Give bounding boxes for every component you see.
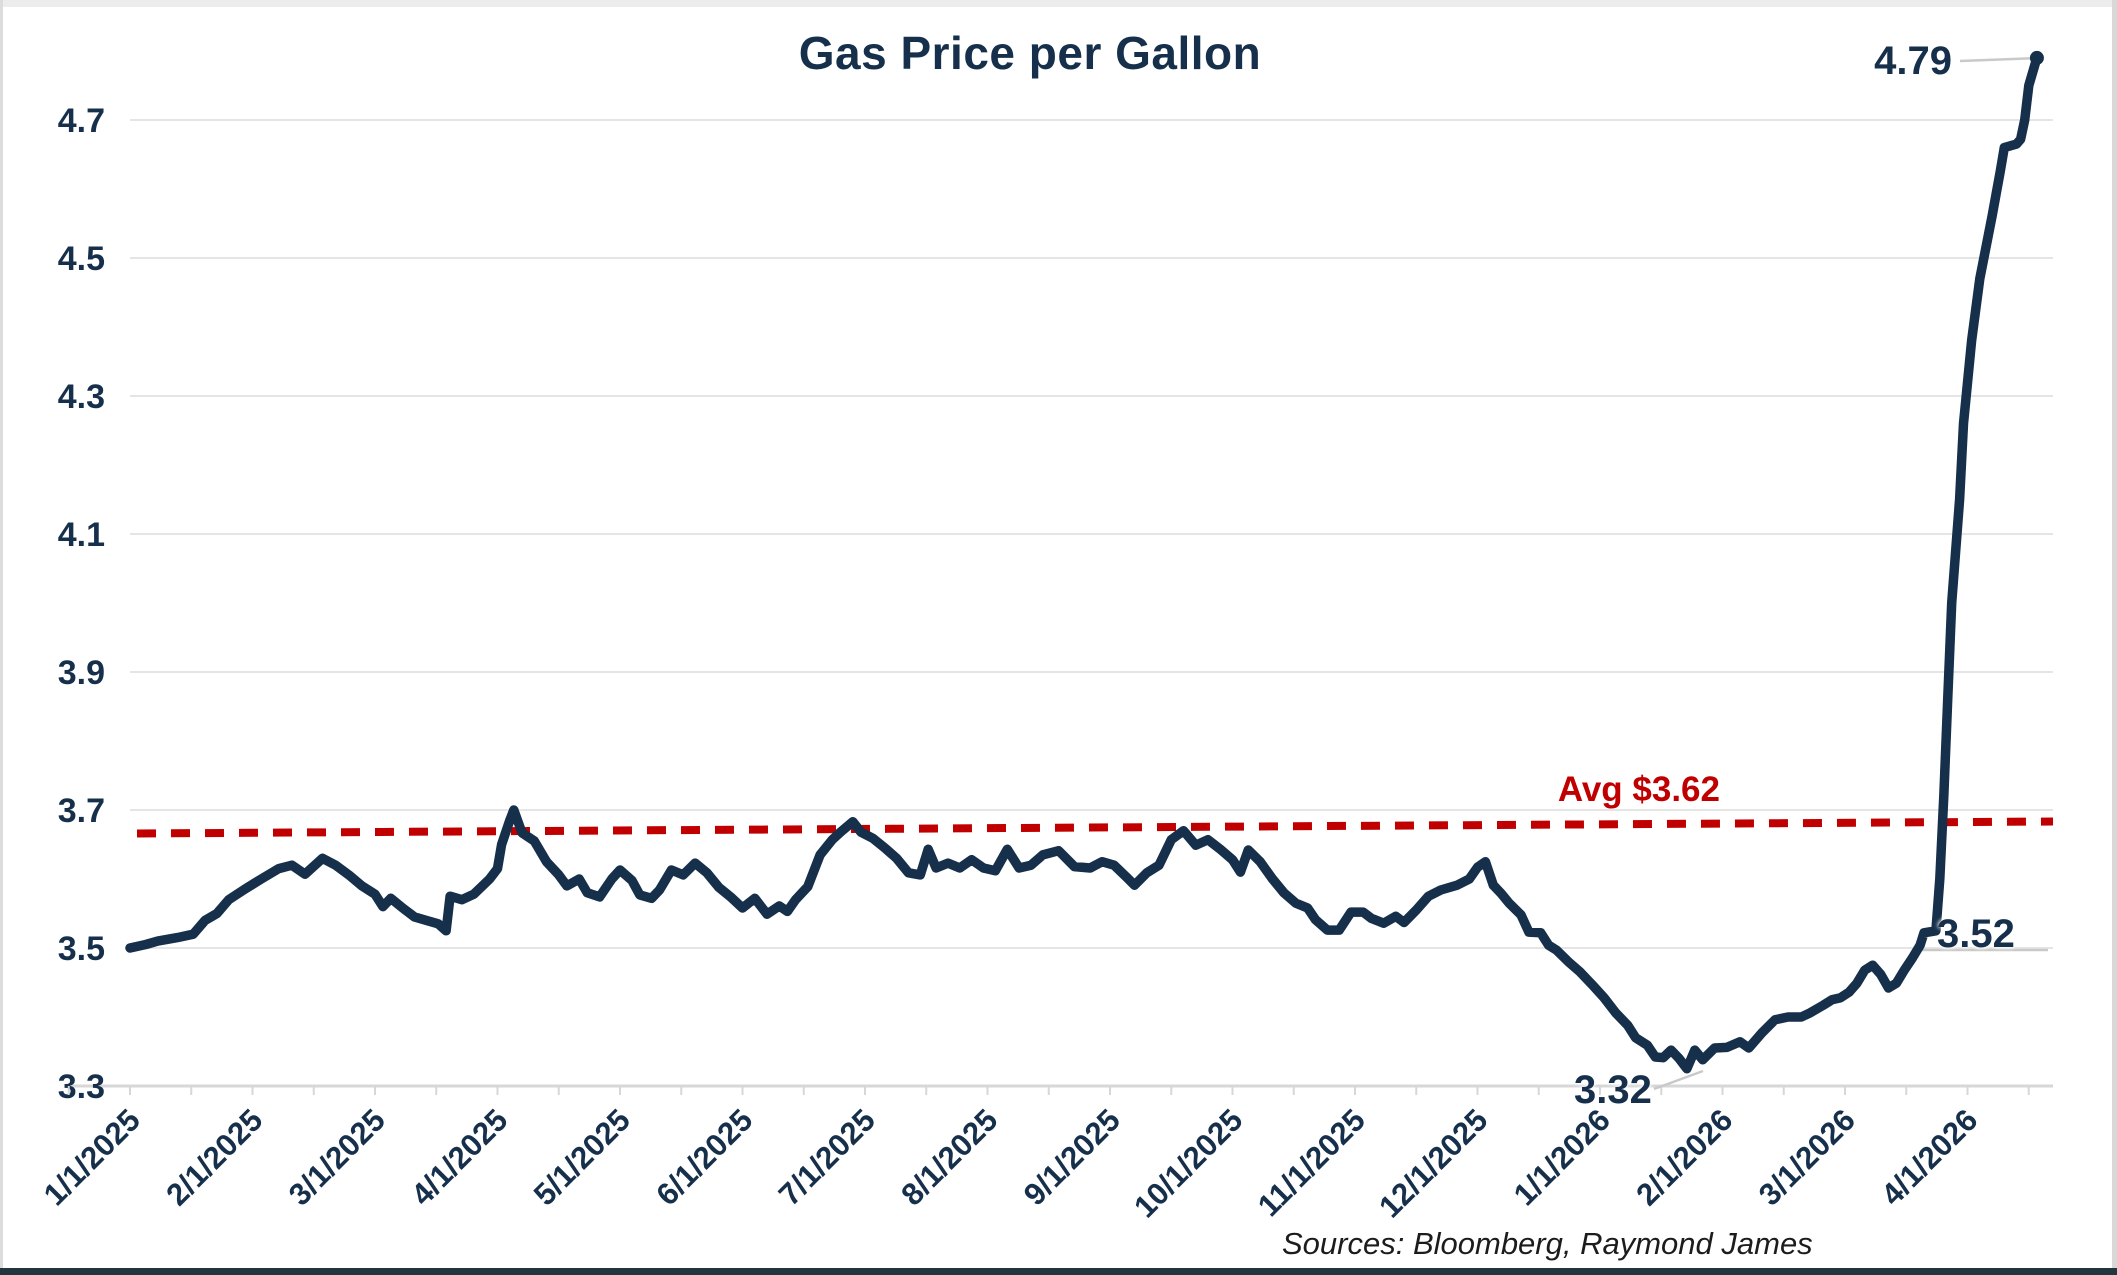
x-axis-label-8-1-2025: 8/1/2025 [894, 1102, 1004, 1212]
y-axis-label-3.7: 3.7 [58, 792, 105, 830]
y-axis-label-4.3: 4.3 [58, 378, 105, 416]
chart-title: Gas Price per Gallon [798, 27, 1262, 79]
source-attribution: Sources: Bloomberg, Raymond James [1282, 1226, 1813, 1261]
annotation-leader-line [1653, 1069, 1704, 1091]
x-axis-label-6-1-2025: 6/1/2025 [649, 1102, 759, 1212]
x-axis-label-11-1-2025: 11/1/2025 [1251, 1102, 1372, 1223]
x-axis-label-3-1-2025: 3/1/2025 [282, 1102, 392, 1212]
annotation-pre-spike-value: 3.52 [1937, 912, 2015, 956]
annotation-min-value: 3.32 [1574, 1068, 1652, 1112]
y-axis-label-4.1: 4.1 [58, 516, 105, 554]
annotation-end-value: 4.79 [1874, 39, 1952, 83]
x-axis-label-9-1-2025: 9/1/2025 [1017, 1102, 1127, 1212]
y-axis-label-3.9: 3.9 [58, 654, 105, 692]
x-axis-label-3-1-2026: 3/1/2026 [1752, 1102, 1862, 1212]
x-axis-label-10-1-2025: 10/1/2025 [1127, 1102, 1249, 1224]
x-axis-label-2-1-2026: 2/1/2026 [1629, 1102, 1739, 1212]
window-border-left [0, 0, 3, 1275]
window-border-right [2112, 0, 2117, 1275]
x-axis-label-1-1-2026: 1/1/2026 [1507, 1102, 1617, 1212]
x-axis-label-5-1-2025: 5/1/2025 [527, 1102, 637, 1212]
x-axis-label-1-1-2025: 1/1/2025 [37, 1102, 147, 1212]
average-dashed-line [136, 817, 2054, 838]
window-border-bottom [0, 1268, 2117, 1275]
gas-price-series-line [125, 53, 2042, 1074]
x-axis-label-12-1-2025: 12/1/2025 [1372, 1102, 1494, 1224]
y-axis-label-4.5: 4.5 [58, 240, 105, 278]
y-axis-label-4.7: 4.7 [58, 102, 105, 140]
window-border-top [0, 0, 2117, 7]
x-axis-label-2-1-2025: 2/1/2025 [159, 1102, 269, 1212]
x-axis-label-4-1-2026: 4/1/2026 [1874, 1102, 1984, 1212]
y-axis-label-3.5: 3.5 [58, 930, 105, 968]
x-axis-label-7-1-2025: 7/1/2025 [772, 1102, 882, 1212]
series-endpoint-marker [2029, 50, 2044, 65]
average-line-label: Avg $3.62 [1557, 770, 1720, 809]
y-axis-label-3.3: 3.3 [58, 1068, 105, 1106]
x-axis-label-4-1-2025: 4/1/2025 [404, 1102, 514, 1212]
annotation-leader-line [1959, 56, 2039, 63]
